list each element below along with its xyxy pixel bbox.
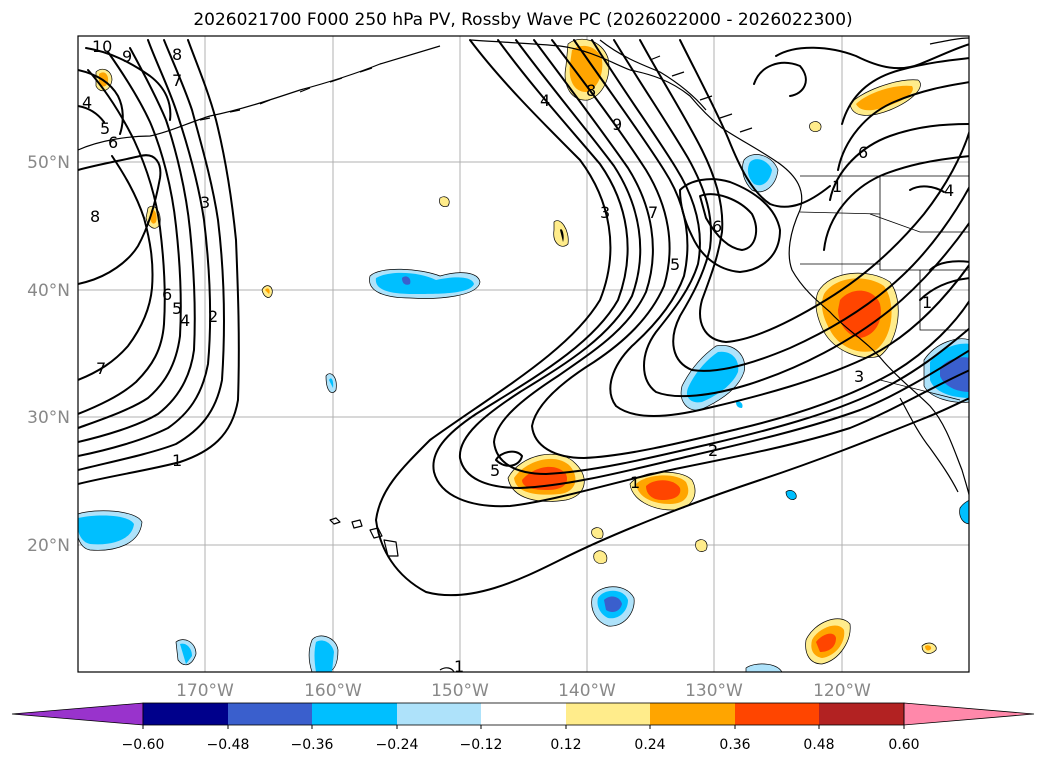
colorbar-segment bbox=[650, 703, 735, 725]
colorbar-segment bbox=[312, 703, 397, 725]
lon-label: 150°W bbox=[431, 681, 489, 701]
contour-label: 5 bbox=[100, 119, 110, 138]
contour-label: 8 bbox=[586, 81, 596, 100]
contour-label: 3 bbox=[600, 203, 610, 222]
map-frame bbox=[77, 35, 970, 673]
colorbar-segment bbox=[566, 703, 650, 725]
contour-label: 9 bbox=[122, 47, 132, 66]
contour-label: 1 bbox=[832, 177, 842, 196]
colorbar-ticks bbox=[142, 725, 905, 729]
contour-label: 1 bbox=[172, 451, 182, 470]
contour-label: 3 bbox=[200, 193, 210, 212]
contour-label: 4 bbox=[180, 311, 190, 330]
contour-label: 7 bbox=[96, 359, 106, 378]
colorbar-segment bbox=[397, 703, 481, 725]
colorbar-tick-label: −0.48 bbox=[207, 737, 250, 753]
contour-label: 1 bbox=[630, 473, 640, 492]
coastlines bbox=[78, 37, 969, 672]
contour-label: 3 bbox=[854, 367, 864, 386]
contour-label: 1 bbox=[922, 293, 932, 312]
lon-label: 120°W bbox=[813, 681, 871, 701]
pv-contours bbox=[78, 39, 969, 597]
colorbar-extend-low bbox=[11, 702, 144, 726]
contour-label: 5 bbox=[670, 255, 680, 274]
map-content: 10 9 8 7 4 5 6 8 3 6 5 4 2 7 1 4 8 9 3 7… bbox=[78, 36, 969, 676]
contour-label: 4 bbox=[944, 181, 954, 200]
contour-label: 4 bbox=[540, 91, 550, 110]
colorbar-tick-label: −0.36 bbox=[291, 737, 334, 753]
contour-label: 4 bbox=[82, 93, 92, 112]
lat-label: 50°N bbox=[27, 153, 70, 173]
colorbar-segment bbox=[819, 703, 904, 725]
lat-label: 40°N bbox=[27, 281, 70, 301]
contour-label: 5 bbox=[490, 461, 500, 480]
lon-label: 160°W bbox=[304, 681, 362, 701]
contour-label: 10 bbox=[92, 37, 112, 56]
contour-label: 6 bbox=[108, 133, 118, 152]
colorbar-tick-label: 0.36 bbox=[719, 737, 750, 753]
contour-label: 7 bbox=[172, 71, 182, 90]
colorbar: −0.60 −0.48 −0.36 −0.24 −0.12 0.12 0.24 … bbox=[11, 702, 1035, 753]
colorbar-tick-label: 0.24 bbox=[634, 737, 665, 753]
contour-label: 6 bbox=[858, 143, 868, 162]
map-title: 2026021700 F000 250 hPa PV, Rossby Wave … bbox=[193, 10, 852, 30]
colorbar-tick-label: −0.60 bbox=[122, 737, 165, 753]
contour-label: 8 bbox=[90, 207, 100, 226]
colorbar-tick-label: 0.60 bbox=[888, 737, 919, 753]
contour-label: 9 bbox=[612, 115, 622, 134]
contour-label: 2 bbox=[708, 441, 718, 460]
lon-label: 140°W bbox=[558, 681, 616, 701]
lat-label: 20°N bbox=[27, 536, 70, 556]
longitude-labels: 170°W 160°W 150°W 140°W 130°W 120°W bbox=[176, 681, 871, 701]
colorbar-segment bbox=[481, 703, 566, 725]
lon-label: 170°W bbox=[176, 681, 234, 701]
contour-label: 6 bbox=[162, 285, 172, 304]
contour-label: 7 bbox=[648, 203, 658, 222]
borders bbox=[799, 175, 969, 401]
contour-labels: 10 9 8 7 4 5 6 8 3 6 5 4 2 7 1 4 8 9 3 7… bbox=[82, 37, 954, 676]
colorbar-tick-labels: −0.60 −0.48 −0.36 −0.24 −0.12 0.12 0.24 … bbox=[122, 737, 920, 753]
contour-label: 2 bbox=[208, 307, 218, 326]
colorbar-segment bbox=[735, 703, 819, 725]
lon-label: 130°W bbox=[685, 681, 743, 701]
graticule bbox=[78, 36, 969, 672]
contour-label: 1 bbox=[454, 657, 464, 676]
colorbar-extend-high bbox=[903, 702, 1035, 726]
contour-label: 5 bbox=[172, 299, 182, 318]
colorbar-segment bbox=[228, 703, 312, 725]
colorbar-tick-label: 0.48 bbox=[803, 737, 834, 753]
contour-label: 6 bbox=[712, 217, 722, 236]
lat-label: 30°N bbox=[27, 408, 70, 428]
colorbar-segment bbox=[143, 703, 228, 725]
latitude-labels: 50°N 40°N 30°N 20°N bbox=[27, 153, 70, 556]
colorbar-tick-label: −0.24 bbox=[376, 737, 419, 753]
colorbar-tick-label: 0.12 bbox=[550, 737, 581, 753]
contour-label: 8 bbox=[172, 45, 182, 64]
colorbar-tick-label: −0.12 bbox=[460, 737, 503, 753]
